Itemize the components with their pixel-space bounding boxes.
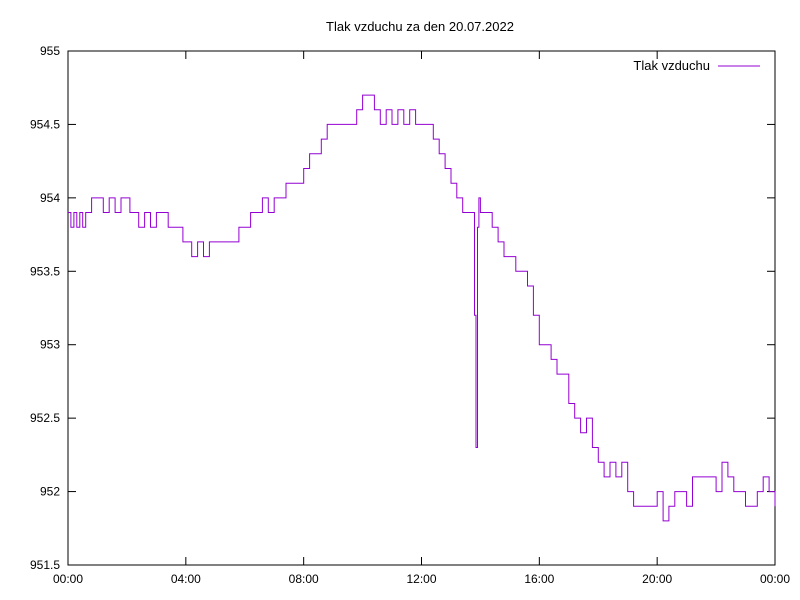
x-tick-label: 00:00 xyxy=(53,572,83,586)
x-axis: 00:00 04:00 08:00 12:00 16:00 20:00 00:00 xyxy=(53,51,790,586)
plot-area xyxy=(67,50,776,566)
x-tick-label: 12:00 xyxy=(406,572,436,586)
x-tick-label: 20:00 xyxy=(642,572,672,586)
legend-label: Tlak vzduchu xyxy=(633,58,710,73)
series-group xyxy=(68,94,776,522)
x-tick-label: 00:00 xyxy=(760,572,790,586)
y-tick-label: 953 xyxy=(40,338,60,352)
y-tick-label: 952.5 xyxy=(30,411,60,425)
y-tick-label: 953.5 xyxy=(30,264,60,278)
chart-title: Tlak vzduchu za den 20.07.2022 xyxy=(326,19,514,34)
legend: Tlak vzduchu xyxy=(633,58,760,73)
x-tick-label: 16:00 xyxy=(524,572,554,586)
y-tick-label: 955 xyxy=(40,44,60,58)
x-tick-label: 08:00 xyxy=(289,572,319,586)
y-axis: 951.5 952 952.5 953 953.5 954 954.5 955 xyxy=(30,44,775,572)
series-line-0 xyxy=(68,94,776,522)
y-tick-label: 954 xyxy=(40,191,60,205)
x-tick-label: 04:00 xyxy=(171,572,201,586)
y-tick-label: 954.5 xyxy=(30,117,60,131)
y-tick-label: 952 xyxy=(40,485,60,499)
y-tick-label: 951.5 xyxy=(30,558,60,572)
